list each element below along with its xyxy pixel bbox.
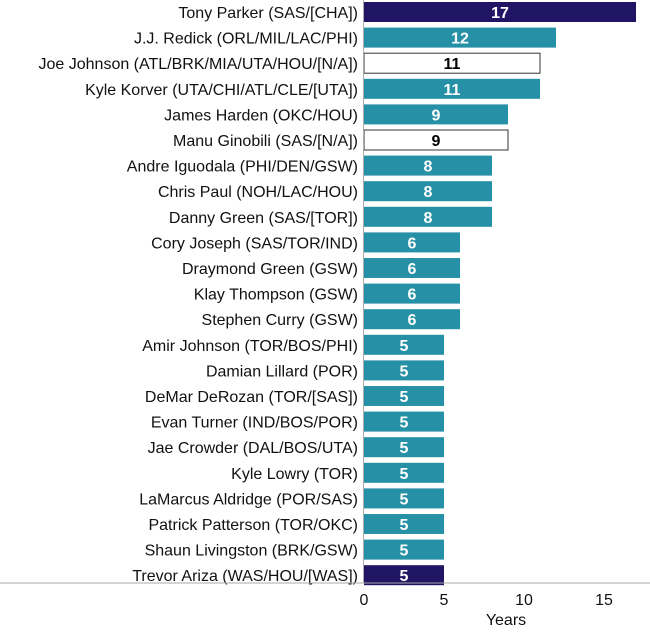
bar-value-label: 5 (400, 415, 409, 432)
bar (364, 334, 444, 355)
bar (364, 27, 556, 48)
bar (364, 539, 444, 560)
bar-value-label: 8 (424, 159, 433, 176)
bar-value-label: 9 (432, 133, 441, 150)
x-axis-title: Years (486, 612, 526, 629)
category-label: DeMar DeRozan (TOR/[SAS]) (145, 389, 358, 406)
category-label: Evan Turner (IND/BOS/POR) (151, 415, 358, 432)
category-label: Cory Joseph (SAS/TOR/IND) (151, 235, 358, 252)
bar (364, 181, 492, 202)
category-label: Damian Lillard (POR) (206, 363, 358, 380)
bar-value-label: 11 (444, 82, 461, 99)
bar-value-label: 5 (400, 466, 409, 483)
bar (364, 155, 492, 176)
category-label: Shaun Livingston (BRK/GSW) (145, 543, 358, 560)
bar-value-label: 5 (400, 543, 409, 560)
bar (364, 462, 444, 483)
category-labels: Tony Parker (SAS/[CHA]) J.J. Redick (ORL/… (39, 5, 359, 585)
bar-value-label: 5 (400, 440, 409, 457)
category-label: Amir Johnson (TOR/BOS/PHI) (142, 338, 358, 355)
category-label: James Harden (OKC/HOU) (164, 107, 358, 124)
bar (364, 206, 492, 227)
category-label: Draymond Green (GSW) (182, 261, 358, 278)
category-label: Kyle Korver (UTA/CHI/ATL/CLE/[UTA]) (85, 82, 358, 99)
bar-value-label: 6 (408, 235, 417, 252)
bar (364, 78, 540, 99)
bar-value-label: 6 (408, 261, 417, 278)
bar-value-label: 5 (400, 491, 409, 508)
bar-value-label: 6 (408, 287, 417, 304)
category-label: Kyle Lowry (TOR) (231, 466, 358, 483)
x-tick-label: 15 (595, 592, 613, 609)
x-tick-label: 0 (360, 592, 369, 609)
bar-value-label: 5 (400, 517, 409, 534)
category-label: Klay Thompson (GSW) (194, 287, 358, 304)
bar-value-label: 5 (400, 338, 409, 355)
bar (364, 488, 444, 509)
category-label: Trevor Ariza (WAS/HOU/[WAS]) (132, 568, 358, 585)
bar-value-label: 5 (400, 363, 409, 380)
bar (364, 411, 444, 432)
bar (364, 514, 444, 534)
x-axis: 0 5 10 15 (0, 0, 650, 609)
category-label: Tony Parker (SAS/[CHA]) (178, 5, 358, 22)
bar (364, 437, 444, 458)
bar (364, 258, 460, 278)
bar-value-label: 5 (400, 389, 409, 406)
bar (364, 360, 444, 381)
category-label: Joe Johnson (ATL/BRK/MIA/UTA/HOU/[N/A]) (39, 56, 359, 73)
category-label: Patrick Patterson (TOR/OKC) (148, 517, 358, 534)
category-label: J.J. Redick (ORL/MIL/LAC/PHI) (134, 31, 358, 48)
category-label: LaMarcus Aldridge (POR/SAS) (139, 491, 358, 508)
x-tick-label: 5 (440, 592, 449, 609)
bar (364, 386, 444, 406)
category-label: Manu Ginobili (SAS/[N/A]) (173, 133, 358, 150)
bar-value-label: 6 (408, 312, 417, 329)
bar (364, 309, 460, 330)
category-label: Jae Crowder (DAL/BOS/UTA) (148, 440, 358, 457)
x-tick-label: 10 (515, 592, 533, 609)
bar-value-label: 8 (424, 184, 433, 201)
category-label: Andre Iguodala (PHI/DEN/GSW) (127, 159, 358, 176)
bar (364, 232, 460, 253)
bar (364, 565, 444, 586)
bar-value-label: 5 (400, 568, 409, 585)
category-label: Danny Green (SAS/[TOR]) (169, 210, 358, 227)
bar-value-label: 11 (444, 56, 461, 73)
bar (364, 2, 636, 22)
category-label: Chris Paul (NOH/LAC/HOU) (158, 184, 358, 201)
bar-value-label: 12 (451, 31, 469, 48)
bar-value-label: 17 (491, 5, 509, 22)
bar (364, 104, 508, 125)
bar (364, 283, 460, 304)
bar-value-label: 9 (432, 107, 441, 124)
bar-value-label: 8 (424, 210, 433, 227)
category-label: Stephen Curry (GSW) (202, 312, 358, 329)
